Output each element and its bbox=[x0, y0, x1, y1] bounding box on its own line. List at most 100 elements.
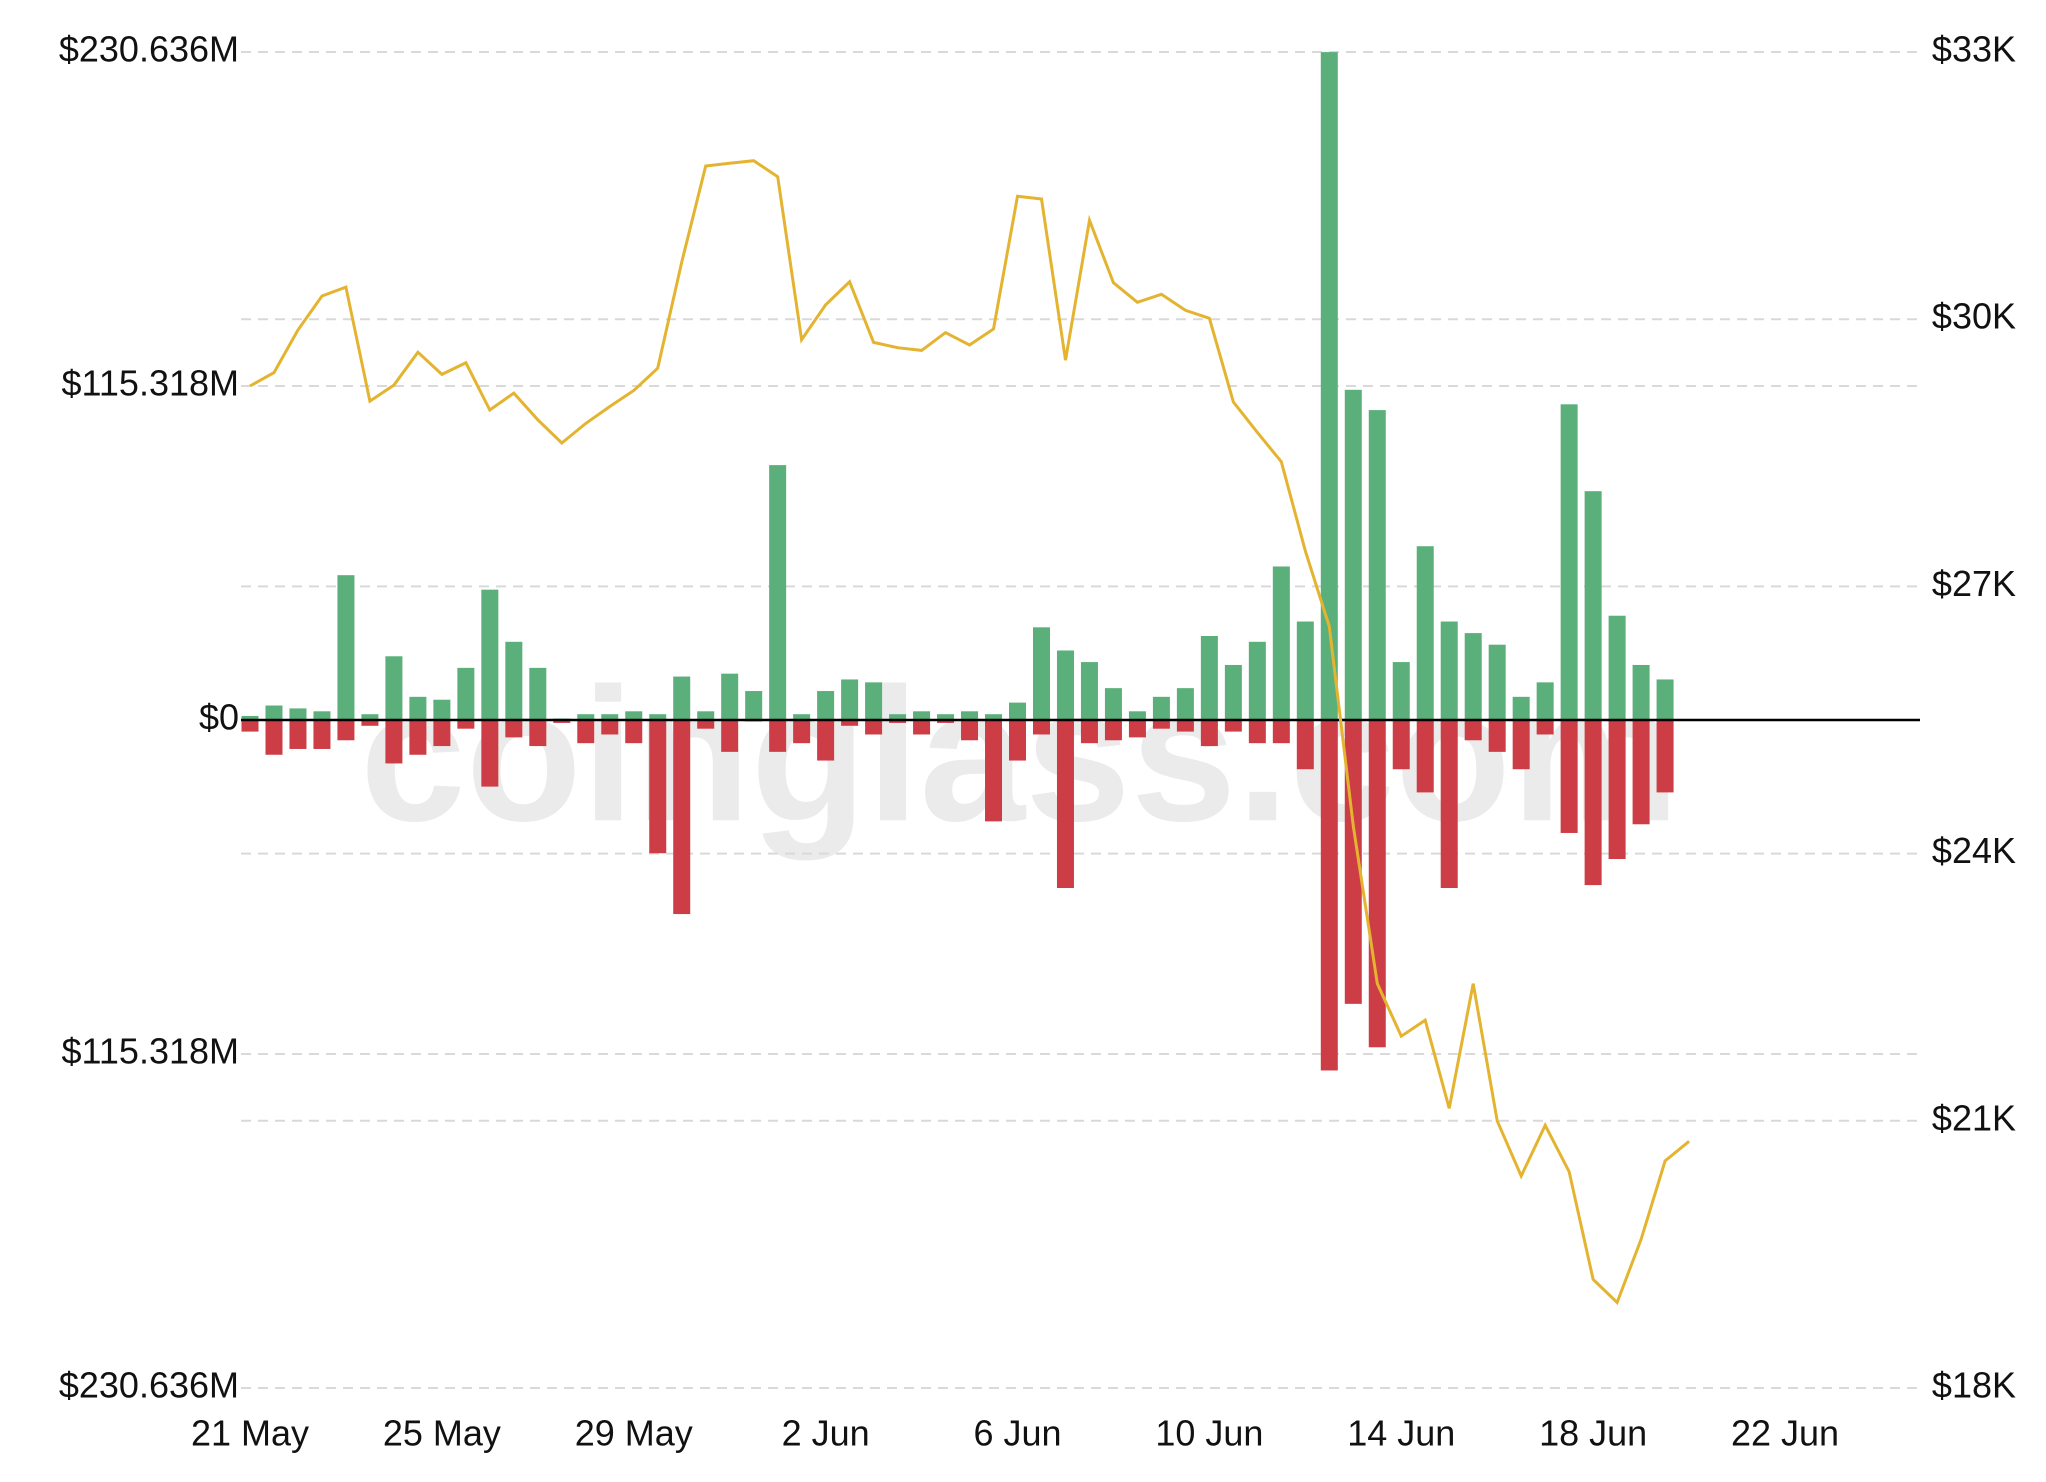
bar bbox=[601, 720, 619, 735]
bar bbox=[1512, 720, 1530, 770]
y-tick-label: $115.318M bbox=[62, 363, 239, 404]
bar bbox=[1416, 720, 1434, 793]
price-line bbox=[249, 159, 1691, 1306]
bar bbox=[889, 714, 907, 720]
bar bbox=[1032, 627, 1050, 720]
bar bbox=[1056, 650, 1074, 720]
bar bbox=[1009, 702, 1026, 720]
bar bbox=[1440, 720, 1458, 888]
bar bbox=[1224, 720, 1242, 732]
bar bbox=[529, 667, 547, 720]
x-tick-label: 10 Jun bbox=[1155, 1413, 1263, 1454]
bar bbox=[289, 720, 307, 749]
bar bbox=[817, 691, 835, 720]
bar bbox=[697, 711, 715, 720]
bar bbox=[1200, 720, 1218, 747]
bar bbox=[625, 720, 643, 744]
bar bbox=[289, 708, 307, 720]
y2-tick-label: $33K bbox=[1932, 29, 2016, 70]
bar bbox=[1272, 720, 1290, 744]
bar bbox=[553, 720, 571, 723]
bar bbox=[1608, 615, 1626, 720]
bar bbox=[1344, 389, 1362, 720]
bar bbox=[817, 720, 835, 761]
x-tick-label: 25 May bbox=[383, 1413, 501, 1454]
bar bbox=[961, 711, 979, 720]
bar bbox=[1536, 720, 1554, 735]
bar bbox=[937, 714, 955, 720]
bar bbox=[649, 714, 667, 720]
bar bbox=[1608, 720, 1626, 860]
x-tick-label: 21 May bbox=[191, 1413, 309, 1454]
bar bbox=[1104, 688, 1122, 720]
bar bbox=[721, 673, 739, 720]
bar bbox=[601, 714, 619, 720]
bar bbox=[985, 714, 1003, 720]
bar bbox=[265, 705, 283, 720]
bar bbox=[529, 720, 547, 747]
bar bbox=[241, 715, 259, 720]
x-tick-label: 29 May bbox=[575, 1413, 693, 1454]
bar bbox=[433, 699, 451, 720]
bar bbox=[985, 720, 1003, 822]
x-tick-label: 22 Jun bbox=[1731, 1413, 1839, 1454]
bar bbox=[913, 720, 931, 735]
bar bbox=[1224, 664, 1242, 720]
y2-tick-label: $18K bbox=[1932, 1365, 2016, 1406]
bar bbox=[697, 720, 715, 729]
bar bbox=[769, 465, 787, 720]
bar bbox=[337, 575, 355, 720]
y2-tick-label: $21K bbox=[1932, 1097, 2016, 1138]
bar bbox=[1368, 720, 1386, 1048]
bar bbox=[1416, 546, 1434, 720]
bar bbox=[1128, 720, 1146, 738]
bar bbox=[1152, 720, 1170, 729]
bar bbox=[505, 720, 523, 738]
bar bbox=[409, 696, 427, 720]
bar bbox=[481, 589, 499, 720]
bar bbox=[409, 720, 427, 755]
bar bbox=[1152, 696, 1170, 720]
bar bbox=[385, 720, 403, 764]
bar bbox=[1176, 688, 1194, 720]
bar bbox=[433, 720, 451, 747]
bar bbox=[1032, 720, 1050, 735]
bar bbox=[1656, 720, 1674, 793]
x-tick-label: 2 Jun bbox=[782, 1413, 870, 1454]
bar bbox=[337, 720, 355, 741]
bar bbox=[865, 682, 883, 720]
bar bbox=[1248, 641, 1266, 720]
bar bbox=[1104, 720, 1122, 741]
bar bbox=[457, 720, 475, 729]
bar bbox=[1248, 720, 1266, 744]
bar bbox=[1128, 711, 1146, 720]
bar bbox=[1296, 621, 1314, 720]
bar bbox=[265, 720, 283, 755]
bar bbox=[889, 720, 907, 723]
bar bbox=[865, 720, 883, 735]
bar bbox=[505, 641, 523, 720]
bar bbox=[313, 711, 331, 720]
bar bbox=[937, 720, 955, 723]
bar bbox=[1632, 720, 1650, 825]
bar bbox=[1320, 720, 1338, 1071]
bar bbox=[721, 720, 739, 752]
bar bbox=[1584, 720, 1602, 886]
bar bbox=[361, 720, 379, 726]
y-tick-label: $115.318M bbox=[62, 1031, 239, 1072]
bar bbox=[745, 691, 763, 720]
bar bbox=[1464, 720, 1482, 741]
bar bbox=[1536, 682, 1554, 720]
y2-tick-label: $27K bbox=[1932, 563, 2016, 604]
bar bbox=[1584, 491, 1602, 720]
bar bbox=[1632, 664, 1650, 720]
bar bbox=[457, 667, 475, 720]
bar bbox=[1176, 720, 1194, 732]
bar bbox=[793, 714, 811, 720]
bar bbox=[769, 720, 787, 752]
bar bbox=[1368, 410, 1386, 720]
bar bbox=[361, 714, 379, 720]
bar bbox=[649, 720, 667, 854]
bar bbox=[1080, 662, 1098, 720]
